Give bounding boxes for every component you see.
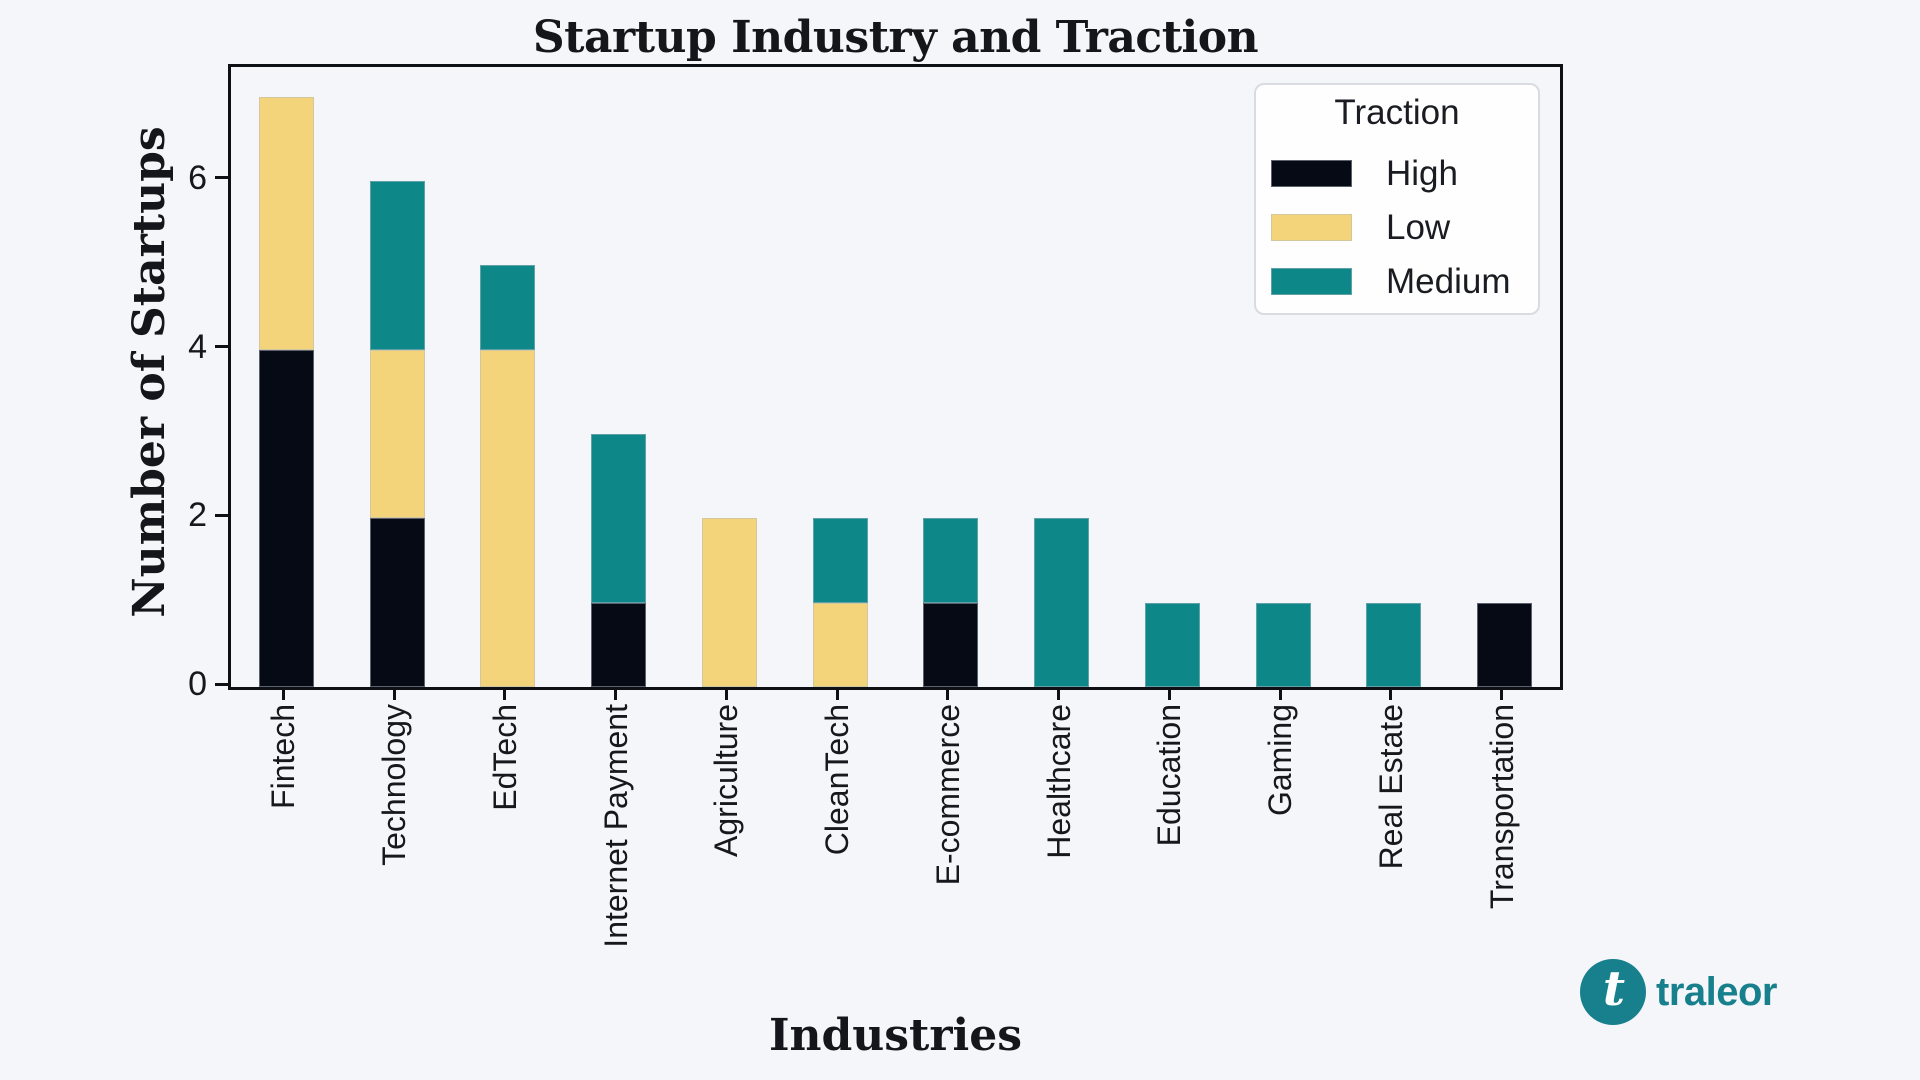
- bar-e-commerce-medium: [923, 518, 979, 603]
- brand-logo-text: traleor: [1656, 970, 1778, 1014]
- x-tick-mark-e-commerce: [946, 687, 950, 700]
- y-tick-mark-0: [215, 682, 228, 686]
- bar-agriculture-low: [701, 518, 757, 687]
- legend-title: Traction: [1334, 93, 1460, 132]
- legend-item-high: High: [1271, 154, 1458, 193]
- bar-internet-payment-high: [591, 602, 647, 687]
- x-tick-label-technology: Technology: [376, 704, 413, 866]
- x-axis-label: Industries: [768, 1010, 1023, 1061]
- y-axis-label: Number of Startups: [124, 126, 175, 618]
- legend-swatch-high: [1271, 160, 1352, 187]
- chart-title: Startup Industry and Traction: [532, 12, 1259, 63]
- bar-fintech-high: [258, 349, 314, 687]
- bar-technology-medium: [369, 180, 425, 350]
- x-tick-mark-real-estate: [1389, 687, 1393, 700]
- brand-logo-letter: t: [1602, 961, 1626, 1017]
- x-tick-mark-transportation: [1500, 687, 1504, 700]
- y-tick-label-2: 2: [188, 496, 207, 535]
- x-tick-mark-healthcare: [1057, 687, 1061, 700]
- x-tick-mark-internet-payment: [614, 687, 618, 700]
- bar-transportation-high: [1477, 602, 1533, 687]
- legend: Traction High Low Medium: [1254, 83, 1540, 315]
- legend-swatch-low: [1271, 214, 1352, 241]
- y-tick-label-4: 4: [188, 327, 207, 366]
- x-tick-mark-education: [1167, 687, 1171, 700]
- bar-cleantech-low: [812, 602, 868, 687]
- x-tick-label-gaming: Gaming: [1262, 704, 1299, 817]
- legend-item-low: Low: [1271, 208, 1451, 247]
- x-tick-mark-cleantech: [835, 687, 839, 700]
- x-tick-label-cleantech: CleanTech: [819, 704, 856, 856]
- bar-edtech-low: [480, 349, 536, 687]
- bar-e-commerce-high: [923, 602, 979, 687]
- bar-gaming-medium: [1255, 602, 1311, 687]
- x-tick-label-internet-payment: Internet Payment: [597, 704, 634, 948]
- legend-swatch-medium: [1271, 268, 1352, 295]
- legend-label-medium: Medium: [1386, 262, 1511, 301]
- x-tick-mark-technology: [392, 687, 396, 700]
- x-tick-mark-edtech: [503, 687, 507, 700]
- brand-logo: t traleor: [1580, 959, 1778, 1025]
- legend-label-low: Low: [1386, 208, 1451, 247]
- x-tick-label-fintech: Fintech: [265, 704, 302, 809]
- x-tick-mark-fintech: [281, 687, 285, 700]
- bar-education-medium: [1144, 602, 1200, 687]
- x-tick-label-healthcare: Healthcare: [1040, 704, 1077, 859]
- bar-healthcare-medium: [1034, 518, 1090, 687]
- x-tick-label-real-estate: Real Estate: [1372, 704, 1409, 870]
- y-tick-label-6: 6: [188, 158, 207, 197]
- y-tick-mark-4: [215, 345, 228, 349]
- x-tick-label-edtech: EdTech: [486, 704, 523, 811]
- bar-edtech-medium: [480, 265, 536, 350]
- x-tick-mark-gaming: [1278, 687, 1282, 700]
- x-tick-label-e-commerce: E-commerce: [929, 704, 966, 886]
- x-tick-label-transportation: Transportation: [1483, 704, 1520, 910]
- x-tick-label-education: Education: [1151, 704, 1188, 847]
- bar-technology-high: [369, 518, 425, 687]
- x-tick-mark-agriculture: [724, 687, 728, 700]
- y-tick-mark-6: [215, 176, 228, 180]
- bar-internet-payment-medium: [591, 433, 647, 603]
- bar-fintech-low: [258, 96, 314, 350]
- bar-real-estate-medium: [1366, 602, 1422, 687]
- legend-label-high: High: [1386, 154, 1458, 193]
- x-tick-label-agriculture: Agriculture: [708, 704, 745, 857]
- bar-technology-low: [369, 349, 425, 519]
- y-tick-label-0: 0: [188, 665, 207, 703]
- y-tick-mark-2: [215, 513, 228, 517]
- bar-cleantech-medium: [812, 518, 868, 603]
- legend-item-medium: Medium: [1271, 262, 1511, 301]
- brand-logo-icon: t: [1580, 959, 1646, 1025]
